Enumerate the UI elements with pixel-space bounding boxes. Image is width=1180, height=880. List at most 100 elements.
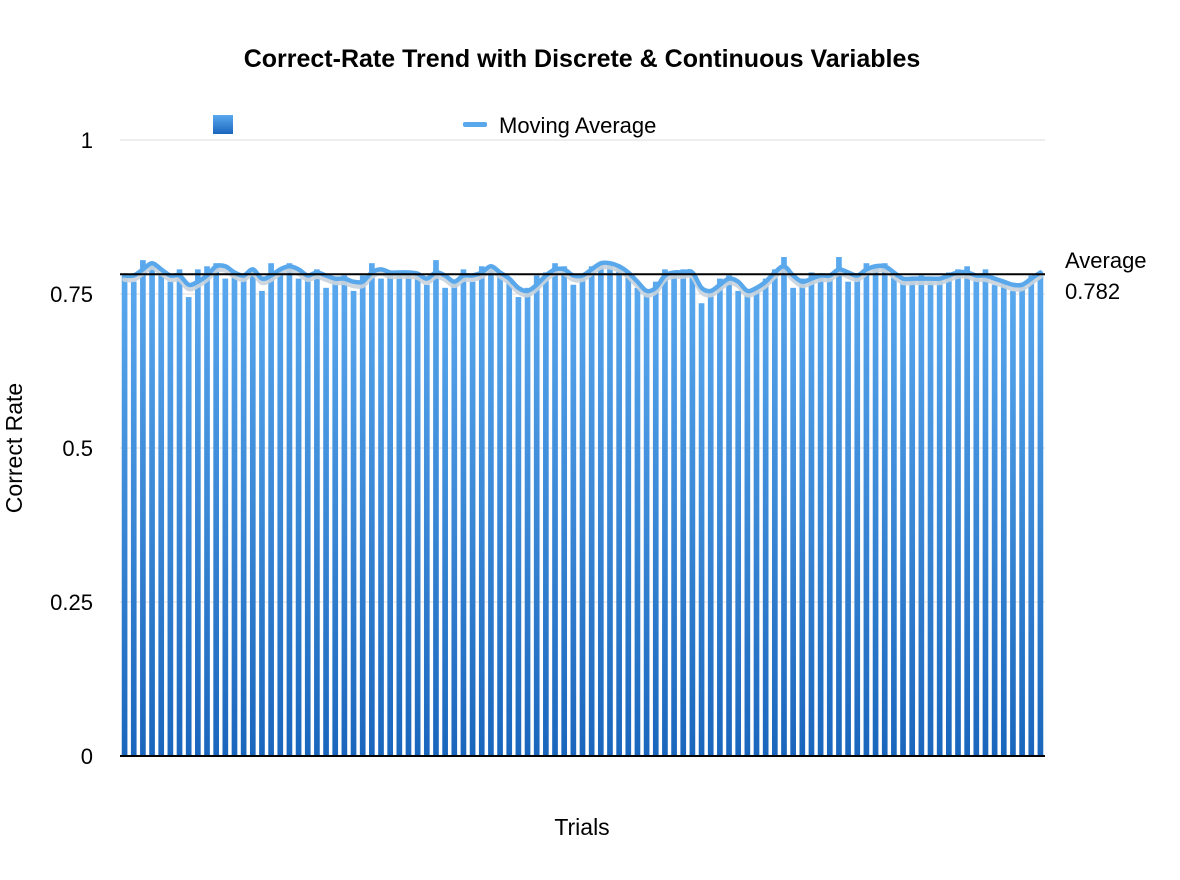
bar — [955, 269, 961, 756]
bar — [460, 269, 467, 756]
bar — [433, 260, 439, 756]
bar — [140, 260, 146, 756]
bar — [918, 275, 925, 756]
bar — [817, 275, 824, 756]
bar — [423, 284, 430, 756]
bar — [286, 263, 293, 756]
bar — [588, 266, 595, 756]
bar — [836, 257, 842, 756]
bar — [341, 275, 348, 756]
bar — [396, 275, 403, 756]
bar — [900, 281, 906, 756]
bar — [506, 281, 513, 756]
bar — [304, 275, 311, 756]
bar — [277, 269, 284, 756]
bar — [973, 278, 980, 756]
bar — [945, 272, 952, 756]
bar — [195, 269, 201, 756]
bar — [533, 275, 540, 756]
legend-line-label: Moving Average — [499, 113, 656, 138]
y-tick-label: 0.25 — [50, 590, 93, 615]
bar — [121, 275, 128, 756]
bar — [570, 284, 577, 756]
bar — [222, 278, 229, 756]
bar — [442, 287, 448, 756]
bar — [909, 278, 916, 756]
bar — [552, 263, 558, 756]
bar — [359, 275, 366, 756]
bar — [378, 278, 384, 756]
bar — [625, 275, 632, 756]
bar — [717, 278, 723, 756]
bar — [561, 266, 568, 756]
bar — [1019, 284, 1025, 756]
bar — [185, 297, 192, 756]
y-axis-label: Correct Rate — [1, 383, 27, 513]
bar — [323, 287, 329, 756]
bar — [249, 269, 256, 756]
bar — [662, 269, 668, 756]
bar — [781, 257, 787, 756]
bar — [872, 266, 879, 756]
bar — [259, 290, 265, 756]
bar — [726, 275, 732, 756]
bar — [643, 294, 650, 756]
bar — [744, 294, 751, 756]
x-axis-label: Trials — [554, 814, 609, 840]
bar — [158, 275, 165, 756]
bar — [991, 284, 998, 756]
bar — [597, 263, 604, 756]
bar — [204, 266, 210, 756]
chart-title: Correct-Rate Trend with Discrete & Conti… — [244, 45, 921, 73]
bar — [936, 278, 943, 756]
bar — [753, 287, 760, 756]
bar — [799, 278, 806, 756]
average-value: 0.782 — [1065, 279, 1120, 304]
bar — [515, 297, 522, 756]
bar — [1000, 281, 1007, 756]
bar — [405, 272, 412, 756]
bar — [689, 272, 696, 756]
bar — [1028, 275, 1035, 756]
bar — [762, 278, 769, 756]
bar — [845, 281, 851, 756]
y-tick-label: 0.5 — [62, 436, 93, 461]
bar — [488, 269, 494, 756]
y-tick-label: 0 — [81, 744, 93, 769]
bar — [607, 263, 613, 756]
bar — [451, 281, 458, 756]
bar — [826, 278, 833, 756]
bar — [808, 272, 815, 756]
bar — [332, 278, 339, 756]
bar-series — [121, 257, 1044, 756]
bar — [167, 281, 174, 756]
bar — [213, 263, 220, 756]
bar — [891, 272, 897, 756]
bar — [149, 266, 155, 756]
bar — [176, 269, 183, 756]
bar — [387, 272, 394, 756]
legend-bar-swatch — [213, 115, 233, 134]
bar — [863, 263, 870, 756]
bar — [680, 269, 687, 756]
bar — [268, 263, 274, 756]
axes: 0 0.25 0.5 0.75 1 — [50, 128, 1045, 769]
bar — [790, 287, 796, 756]
bar — [231, 272, 238, 756]
average-label: Average — [1065, 248, 1147, 273]
bar — [616, 266, 622, 756]
moving-average-line — [122, 260, 1043, 294]
legend-line-swatch — [463, 122, 487, 127]
bar — [964, 266, 970, 756]
bar — [524, 287, 531, 756]
bar — [478, 266, 485, 756]
y-tick-label: 1 — [81, 128, 93, 153]
bar — [350, 290, 357, 756]
bar — [314, 269, 320, 756]
bar — [881, 263, 888, 756]
bar — [927, 281, 934, 756]
bar — [1010, 290, 1016, 756]
bar — [634, 287, 641, 756]
